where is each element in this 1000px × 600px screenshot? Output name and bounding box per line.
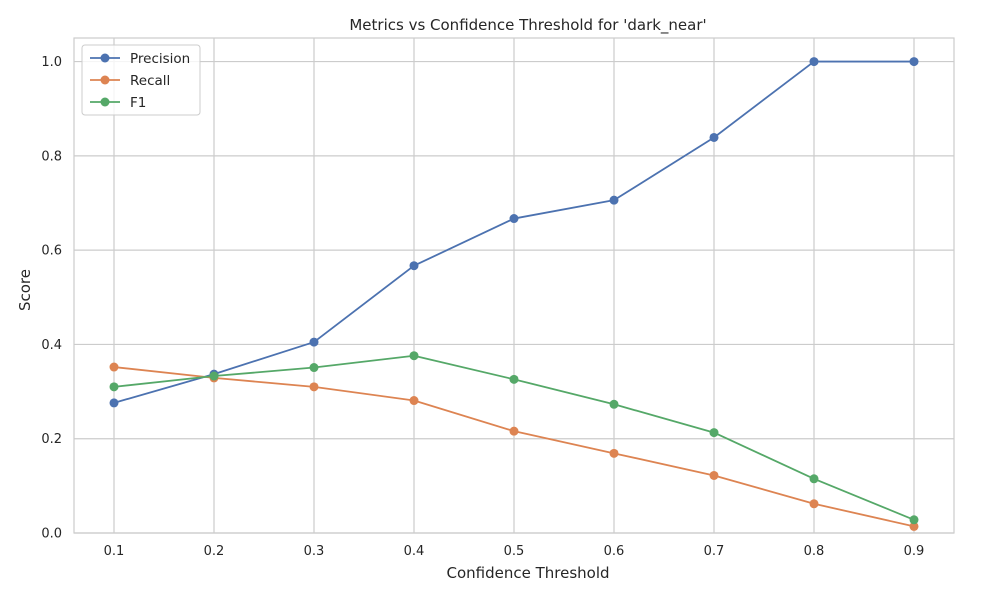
legend-label: Precision	[130, 51, 190, 67]
data-point	[209, 371, 219, 381]
series-precision	[109, 57, 919, 408]
series-f1	[109, 351, 919, 525]
legend-box	[81, 44, 201, 116]
plot-frame	[73, 37, 955, 534]
data-point	[109, 398, 119, 408]
x-tick-label: 0.7	[704, 544, 725, 559]
data-point	[909, 515, 919, 525]
legend-item: Precision	[90, 51, 190, 67]
plot-border	[73, 37, 955, 534]
data-point	[709, 428, 719, 438]
legend-label: Recall	[130, 73, 170, 89]
data-point	[309, 337, 319, 347]
data-point	[609, 399, 619, 409]
y-tick-label: 0.4	[41, 338, 62, 353]
y-tick-label: 0.6	[41, 244, 62, 259]
data-point	[609, 448, 619, 458]
legend-item: Recall	[90, 73, 170, 89]
data-point	[609, 195, 619, 205]
y-tick-labels: 0.0 0.2 0.4 0.6 0.8 1.0	[41, 55, 62, 541]
data-point	[509, 426, 519, 436]
legend-marker	[100, 75, 110, 85]
x-tick-label: 0.5	[504, 544, 525, 559]
x-tick-label: 0.6	[604, 544, 625, 559]
x-tick-label: 0.9	[904, 544, 925, 559]
data-point	[109, 362, 119, 372]
x-tick-label: 0.3	[304, 544, 325, 559]
data-point	[309, 382, 319, 392]
data-point	[409, 351, 419, 361]
x-tick-labels: 0.1 0.2 0.3 0.4 0.5 0.6 0.7 0.8 0.9	[104, 544, 925, 559]
y-axis-label: Score	[16, 269, 34, 311]
x-axis-label: Confidence Threshold	[446, 564, 609, 582]
data-point	[709, 470, 719, 480]
y-tick-label: 1.0	[41, 55, 62, 70]
data-point	[409, 261, 419, 271]
data-point	[709, 132, 719, 142]
data-point	[809, 474, 819, 484]
data-point	[509, 214, 519, 224]
chart-title: Metrics vs Confidence Threshold for 'dar…	[349, 16, 706, 35]
y-tick-label: 0.8	[41, 149, 62, 164]
x-tick-label: 0.1	[104, 544, 125, 559]
data-point	[809, 57, 819, 67]
legend-label: F1	[130, 95, 146, 111]
series-layer	[109, 57, 919, 531]
data-point	[909, 57, 919, 67]
data-point	[909, 521, 919, 531]
x-tick-label: 0.4	[404, 544, 425, 559]
x-tick-label: 0.8	[804, 544, 825, 559]
legend-marker	[100, 97, 110, 107]
data-point	[409, 396, 419, 406]
legend-marker	[100, 53, 110, 63]
data-point	[309, 363, 319, 373]
data-point	[509, 374, 519, 384]
data-point	[109, 382, 119, 392]
data-point	[809, 499, 819, 509]
y-tick-label: 0.2	[41, 432, 62, 447]
x-tick-label: 0.2	[204, 544, 225, 559]
legend: Precision Recall F1	[81, 44, 201, 116]
legend-item: F1	[90, 95, 146, 111]
y-tick-label: 0.0	[41, 527, 62, 542]
